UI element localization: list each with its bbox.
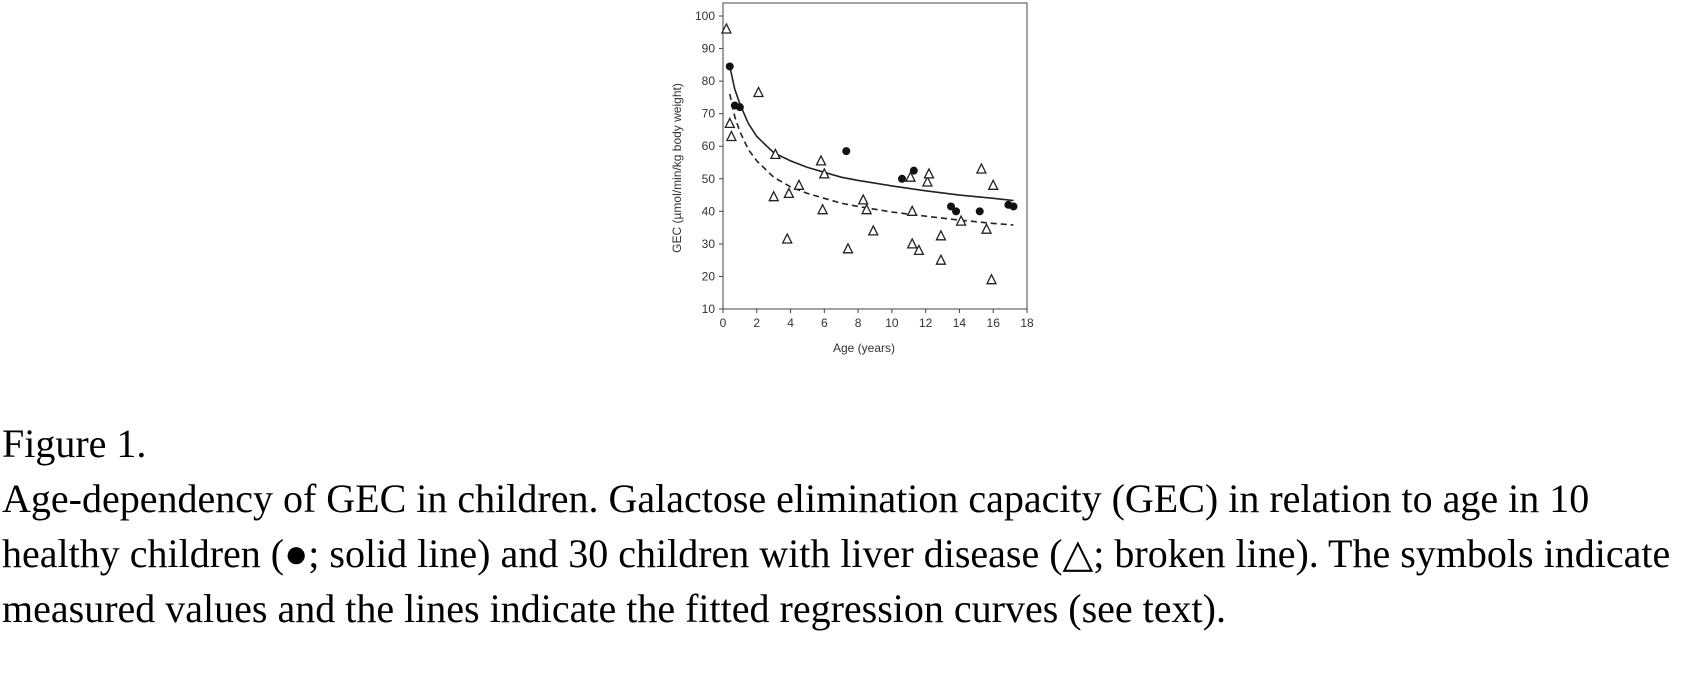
liver-disease-data-point — [724, 116, 736, 129]
liver-disease-data-point — [725, 130, 737, 142]
scatter-chart: 0 2 4 6 8 10 12 14 16 18 10 20 30 40 50 60 70 80 90 100 Ag… — [670, 2, 1034, 355]
liver-disease-data-point — [793, 178, 805, 190]
x-tick-label: 6 — [821, 316, 828, 330]
healthy-data-point — [735, 103, 744, 112]
y-tick-label: 10 — [702, 302, 716, 316]
liver-disease-data-point — [913, 243, 925, 256]
liver-disease-data-point — [980, 222, 993, 234]
x-tick-label: 4 — [787, 316, 794, 330]
liver-disease-data-point — [923, 167, 935, 179]
liver-disease-data-point — [752, 86, 765, 98]
x-axis-title: Age (years) — [833, 341, 895, 355]
x-tick-label: 14 — [953, 316, 967, 330]
caption-text: Age-dependency of GEC in children. Galac… — [2, 476, 1671, 631]
fitted-curves — [729, 66, 1014, 226]
liver-disease-data-point — [955, 214, 967, 226]
figure-label: Figure 1. — [2, 421, 147, 466]
healthy-data-point — [898, 174, 907, 183]
liver-disease-data-point — [769, 147, 781, 160]
x-tick-label: 2 — [753, 316, 760, 330]
liver-disease-data-point — [935, 229, 947, 241]
healthy-data-point — [842, 147, 851, 156]
liver-disease-data-point — [906, 204, 918, 216]
liver-disease-data-point — [867, 224, 879, 236]
liver-disease-data-point — [783, 186, 795, 199]
y-tick-label: 100 — [695, 9, 715, 23]
liver-disease-data-point — [815, 154, 827, 166]
y-axis-title: GEC (µmol/min/kg body weight) — [670, 83, 684, 253]
y-tick-label: 50 — [702, 172, 716, 186]
y-axis-ticks: 10 20 30 40 50 60 70 80 90 100 — [695, 9, 723, 316]
healthy-data-point — [725, 62, 734, 71]
y-tick-label: 60 — [702, 139, 716, 153]
x-axis-ticks: 0 2 4 6 8 10 12 14 16 18 — [720, 309, 1034, 330]
healthy-fit-curve — [729, 66, 1014, 202]
liver-disease-data-point — [987, 178, 999, 190]
liver-disease-data-point — [768, 190, 780, 202]
liver-disease-data-point — [817, 203, 829, 215]
data-points — [720, 22, 1018, 285]
x-tick-label: 12 — [919, 316, 933, 330]
x-tick-label: 10 — [885, 316, 899, 330]
x-tick-label: 16 — [987, 316, 1001, 330]
x-tick-label: 18 — [1020, 316, 1034, 330]
healthy-data-point — [975, 207, 984, 216]
x-tick-label: 0 — [720, 316, 727, 330]
y-tick-label: 30 — [702, 237, 716, 251]
liver-disease-data-point — [842, 242, 854, 254]
liver-disease-data-point — [818, 167, 830, 179]
plot-frame — [722, 2, 1028, 310]
liver-disease-data-point — [861, 203, 873, 215]
healthy-data-point — [1009, 202, 1018, 211]
figure-caption: Figure 1. Age-dependency of GEC in child… — [2, 416, 1698, 636]
liver-disease-data-point — [904, 170, 917, 182]
healthy-data-point — [952, 207, 961, 216]
liver-disease-fit-curve — [729, 93, 1014, 226]
axes — [722, 2, 1028, 310]
healthy-data-point — [947, 202, 955, 211]
liver-disease-data-point — [935, 253, 947, 265]
y-tick-label: 90 — [702, 42, 716, 56]
healthy-data-point — [909, 166, 918, 175]
y-tick-label: 40 — [702, 204, 716, 218]
y-tick-label: 70 — [702, 107, 716, 121]
x-tick-label: 8 — [855, 316, 862, 330]
liver-disease-data-point — [781, 232, 793, 244]
liver-disease-data-point — [975, 162, 987, 174]
y-tick-label: 80 — [702, 74, 716, 88]
liver-disease-data-point — [906, 237, 918, 249]
liver-disease-data-point — [720, 22, 732, 34]
liver-disease-data-point — [921, 175, 933, 187]
liver-disease-data-point — [857, 193, 869, 205]
liver-disease-data-point — [985, 273, 998, 285]
y-tick-label: 20 — [702, 269, 716, 283]
